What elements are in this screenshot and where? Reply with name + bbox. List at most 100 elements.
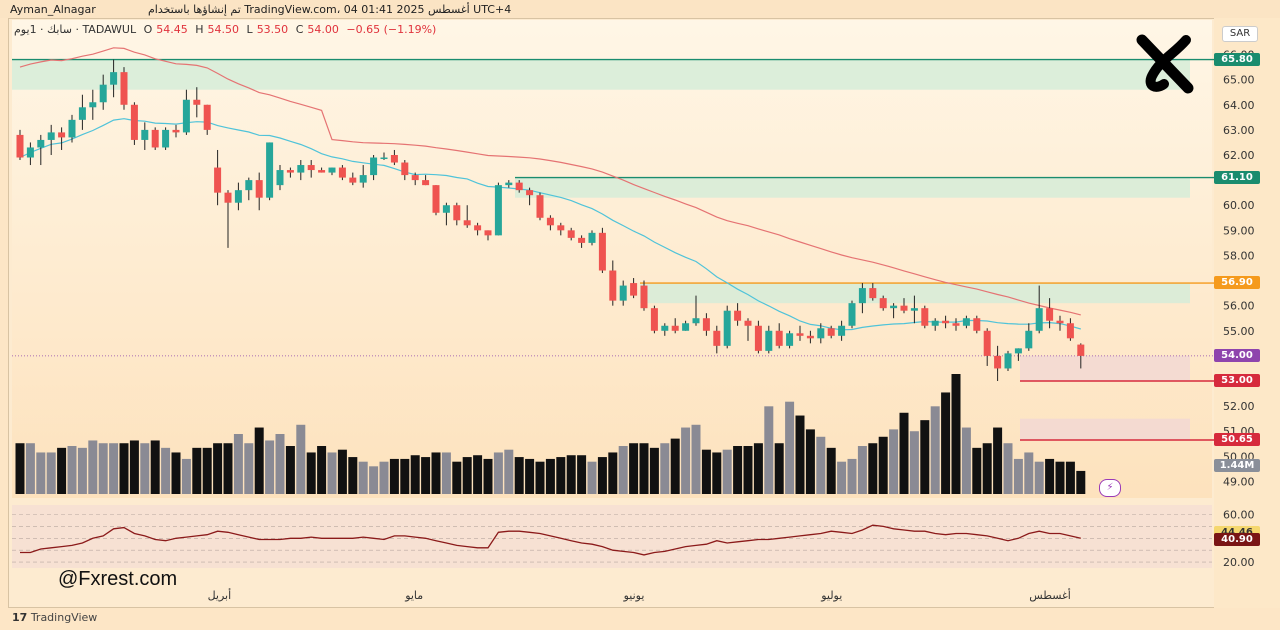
volume-bar — [722, 449, 732, 494]
volume-bar — [119, 443, 129, 494]
candle-body — [848, 303, 856, 326]
volume-bar — [109, 443, 119, 494]
volume-bar — [525, 458, 535, 494]
rsi-pane-bg — [12, 505, 1212, 568]
candle-body — [442, 205, 450, 213]
candle-body — [952, 323, 960, 326]
volume-bar — [753, 443, 763, 494]
symbol-label[interactable]: سابك · 1يوم · TADAWUL — [14, 23, 137, 36]
volume-bar — [826, 447, 836, 494]
volume-bar — [337, 449, 347, 494]
volume-bar — [1076, 470, 1086, 494]
candle-body — [734, 310, 742, 321]
volume-bar — [285, 446, 295, 494]
volume-bar — [660, 443, 670, 494]
volume-bar — [868, 443, 878, 494]
candle-body — [702, 318, 710, 331]
volume-bar — [982, 443, 992, 494]
volume-bar — [46, 452, 56, 494]
price-tag: 65.80 — [1214, 52, 1260, 66]
x-tick-label: أبريل — [208, 588, 232, 602]
volume-bar — [25, 443, 35, 494]
volume-bar — [140, 443, 150, 494]
candle-body — [463, 220, 471, 226]
candle-body — [193, 99, 201, 105]
volume-bar — [161, 447, 171, 494]
candle-body — [661, 325, 669, 331]
volume-bar — [129, 440, 139, 494]
candle-body — [432, 185, 440, 213]
volume-bar — [1013, 458, 1023, 494]
open-label: O — [143, 23, 153, 36]
flash-icon[interactable]: ⚡ — [1099, 479, 1121, 497]
candle-body — [682, 323, 690, 331]
volume-bar — [441, 452, 451, 494]
candle-body — [390, 155, 398, 163]
candle-body — [453, 205, 461, 221]
candle-body — [349, 177, 357, 183]
candle-body — [994, 355, 1002, 369]
volume-bar — [951, 374, 961, 494]
candle-body — [827, 328, 835, 336]
author-name: Ayman_Alnagar — [10, 3, 96, 16]
y-tick-label: 63.00 — [1223, 124, 1255, 137]
volume-bar — [1045, 458, 1055, 494]
candle-body — [640, 285, 648, 309]
candle-body — [370, 157, 378, 176]
candle-body — [203, 104, 211, 130]
volume-bar — [1065, 461, 1075, 494]
volume-bar — [379, 461, 389, 494]
volume-bar — [327, 452, 337, 494]
candle-body — [130, 104, 138, 140]
volume-bar — [941, 392, 951, 494]
rsi-tick-label: 60.00 — [1223, 509, 1255, 522]
candle-body — [214, 167, 222, 193]
volume-bar — [88, 440, 98, 494]
zone-1 — [515, 177, 1190, 198]
candle-body — [297, 165, 305, 173]
currency-button[interactable]: SAR — [1222, 26, 1258, 42]
volume-bar — [837, 461, 847, 494]
volume-bar — [306, 452, 316, 494]
close-value: 54.00 — [307, 23, 339, 36]
price-tag: 53.00 — [1214, 374, 1260, 387]
volume-bar — [545, 458, 555, 494]
ma-slow-line — [19, 47, 1081, 316]
candle-body — [900, 305, 908, 311]
brand-logo-icon — [1136, 34, 1194, 94]
candle-body — [557, 225, 565, 231]
rsi-tag: 40.90 — [1214, 533, 1260, 547]
candle-body — [588, 232, 596, 243]
candle-body — [307, 165, 315, 171]
candle-body — [328, 167, 336, 173]
candle-body — [141, 129, 149, 140]
volume-bar — [389, 458, 399, 494]
price-tag: 1.44M — [1214, 459, 1260, 473]
volume-bar — [681, 427, 691, 494]
volume-bar — [847, 458, 857, 494]
tradingview-logo: 𝟭𝟳 TradingView — [12, 611, 97, 624]
x-tick-label: مايو — [404, 589, 423, 602]
candle-body — [1066, 323, 1074, 339]
candle-body — [838, 325, 846, 336]
candle-body — [869, 288, 877, 299]
price-tag: 50.65 — [1214, 433, 1260, 446]
candle-body — [1004, 353, 1012, 369]
volume-bar — [805, 429, 815, 494]
candle-body — [505, 182, 513, 186]
volume-bar — [691, 424, 701, 494]
y-tick-label: 64.00 — [1223, 99, 1255, 112]
zone-4 — [1020, 418, 1190, 441]
candle-body — [630, 283, 638, 296]
top-bar: Ayman_Alnagar تم إنشاؤها باستخدام Tradin… — [0, 0, 1280, 18]
volume-bar — [244, 443, 254, 494]
candle-body — [401, 162, 409, 176]
y-tick-label: 49.00 — [1223, 475, 1255, 488]
candle-body — [110, 72, 118, 85]
candle-body — [879, 298, 887, 309]
volume-bar — [275, 434, 285, 494]
candle-body — [536, 195, 544, 218]
candle-body — [796, 333, 804, 336]
